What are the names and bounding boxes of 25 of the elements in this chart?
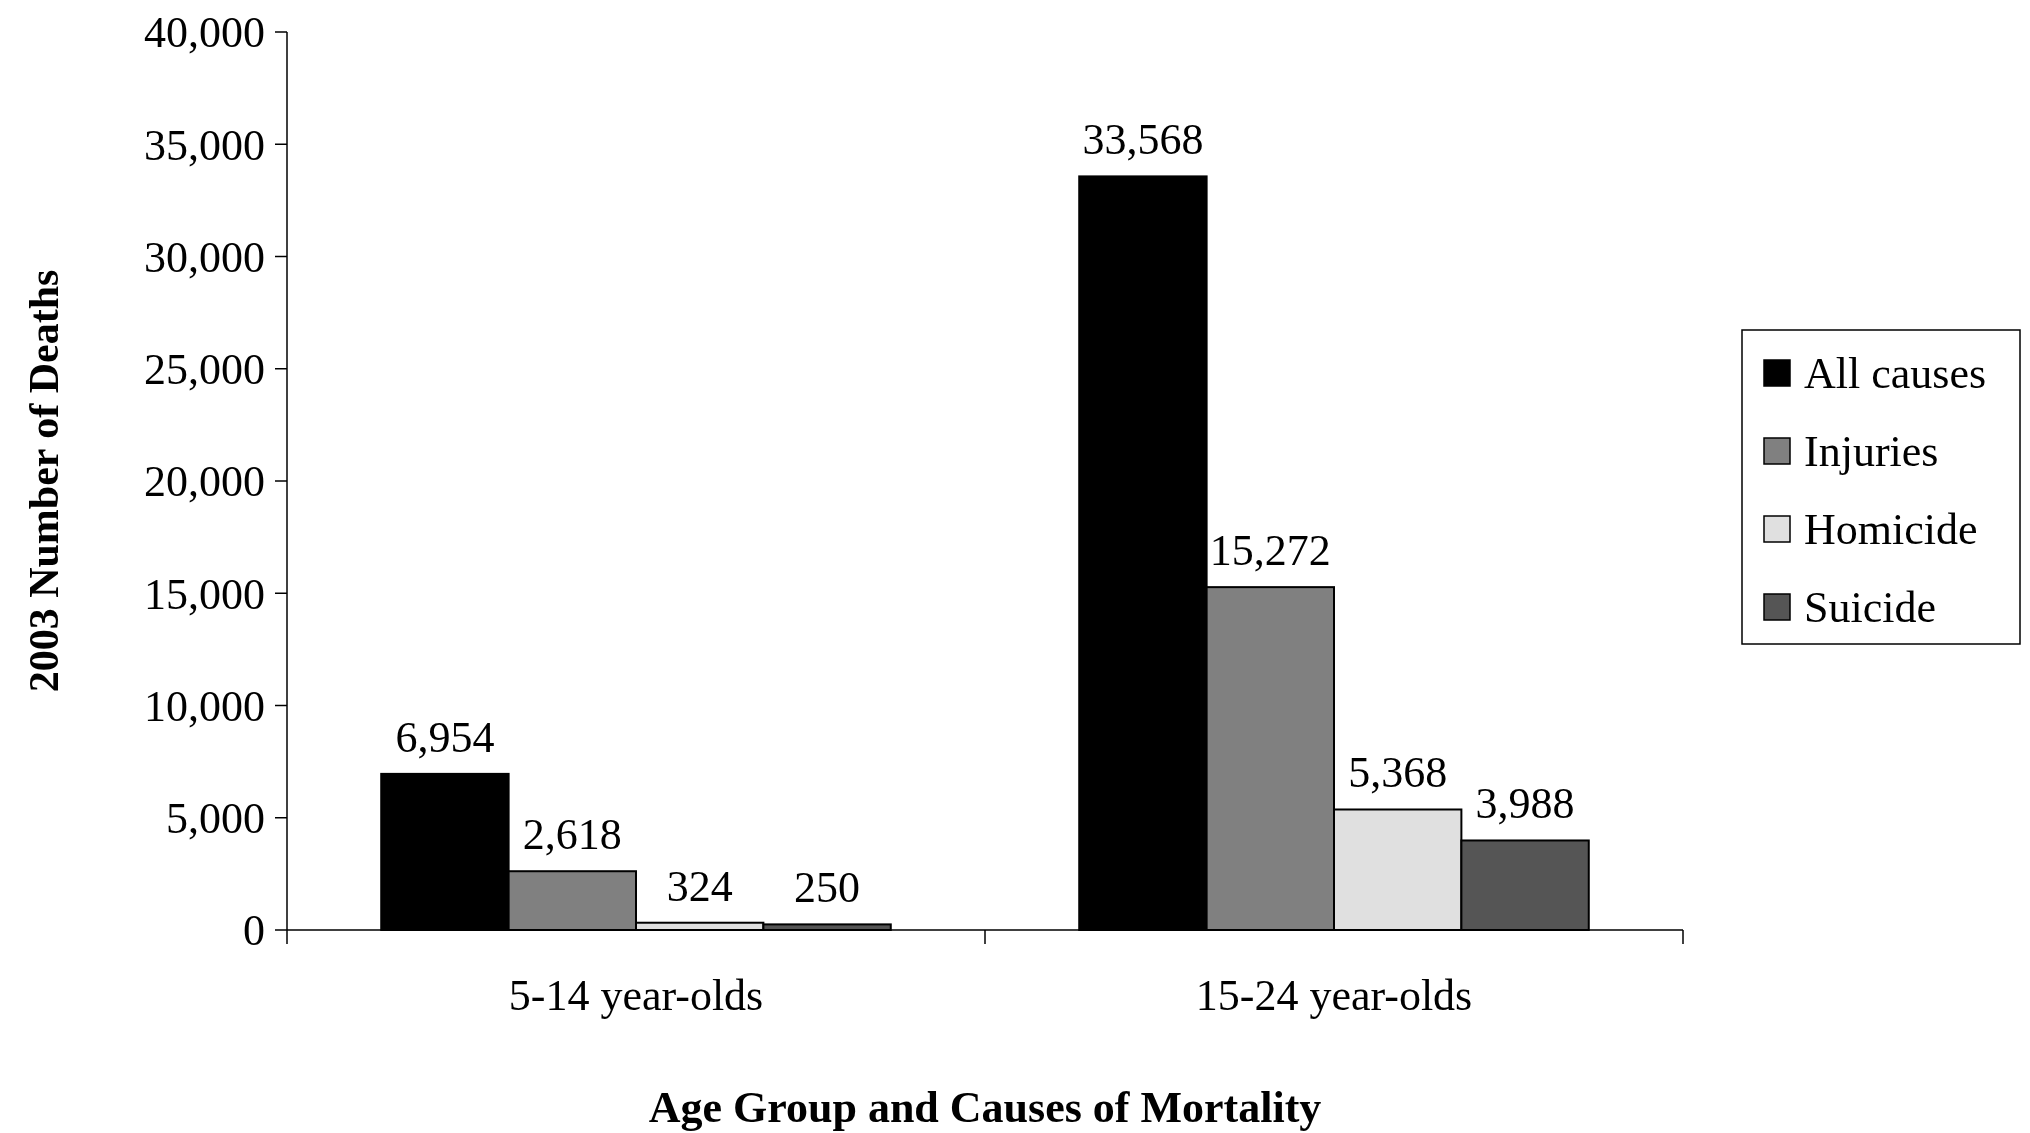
data-label: 324 — [666, 861, 733, 911]
data-label: 3,988 — [1475, 779, 1575, 829]
legend-label: Homicide — [1804, 505, 1978, 555]
x-axis-title: Age Group and Causes of Mortality — [648, 1083, 1322, 1132]
x-tick-label: 5-14 year-olds — [508, 971, 764, 1020]
y-tick-label: 30,000 — [144, 232, 265, 282]
data-label: 2,618 — [522, 810, 622, 860]
legend-label: All causes — [1804, 349, 1987, 399]
y-tick-label: 40,000 — [144, 8, 265, 58]
y-tick-label: 25,000 — [144, 345, 265, 395]
legend-label: Suicide — [1804, 583, 1936, 633]
data-label: 6,954 — [395, 712, 495, 762]
y-tick-label: 20,000 — [144, 457, 265, 507]
data-label: 5,368 — [1348, 748, 1448, 798]
y-axis-title: 2003 Number of Deaths — [21, 269, 67, 693]
data-label: 250 — [794, 863, 861, 913]
y-tick-label: 10,000 — [144, 681, 265, 731]
y-tick-label: 0 — [243, 906, 265, 956]
data-label: 33,568 — [1082, 115, 1204, 165]
y-tick-label: 15,000 — [144, 569, 265, 619]
y-tick-label: 5,000 — [166, 794, 265, 844]
data-label: 15,272 — [1209, 526, 1331, 576]
x-tick-label: 15-24 year-olds — [1195, 971, 1473, 1020]
y-tick-label: 35,000 — [144, 120, 265, 170]
legend-label: Injuries — [1804, 427, 1939, 477]
